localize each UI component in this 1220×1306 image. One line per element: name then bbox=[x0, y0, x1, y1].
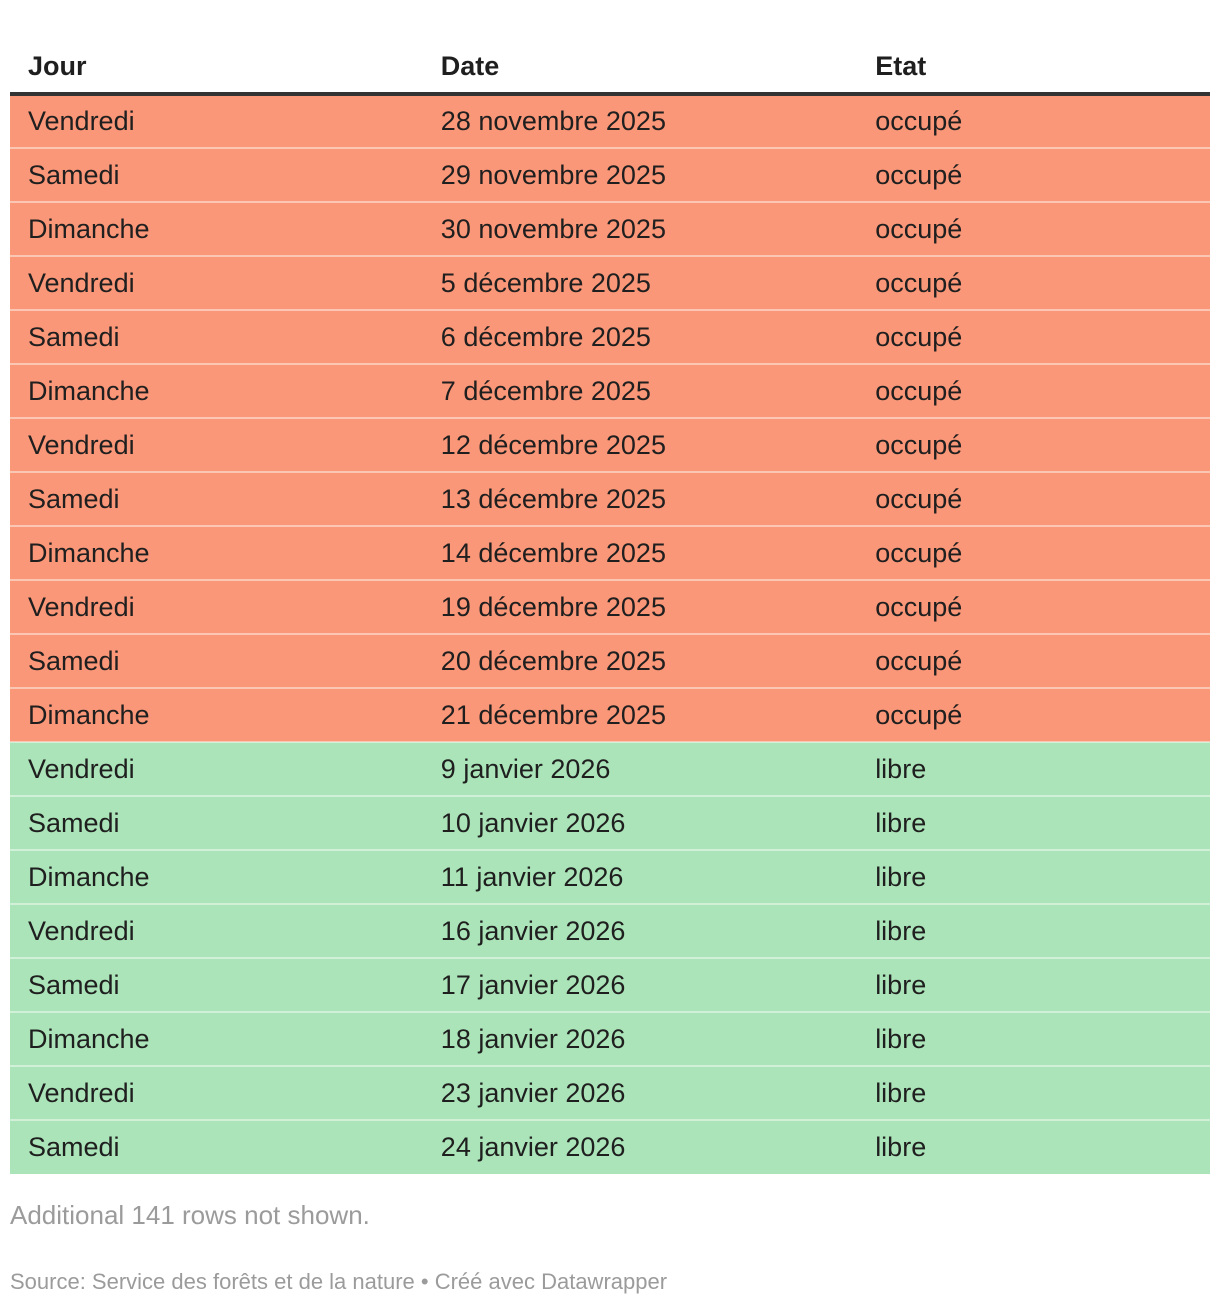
column-header-date: Date bbox=[422, 40, 858, 96]
table-row: Vendredi 23 janvier 2026 libre bbox=[10, 1065, 1210, 1120]
cell-jour: Samedi bbox=[10, 1119, 423, 1174]
table-row: Vendredi 9 janvier 2026 libre bbox=[10, 741, 1210, 796]
table-row: Dimanche 30 novembre 2025 occupé bbox=[10, 201, 1210, 256]
cell-etat: occupé bbox=[857, 147, 1210, 202]
table-row: Vendredi 19 décembre 2025 occupé bbox=[10, 579, 1210, 634]
cell-date: 18 janvier 2026 bbox=[422, 1011, 858, 1066]
source-attribution: Source: Service des forêts et de la natu… bbox=[10, 1269, 668, 1294]
table-row: Vendredi 5 décembre 2025 occupé bbox=[10, 255, 1210, 310]
cell-date: 5 décembre 2025 bbox=[422, 255, 858, 310]
table-body: Vendredi 28 novembre 2025 occupé Samedi … bbox=[10, 94, 1210, 1174]
cell-date: 16 janvier 2026 bbox=[422, 903, 858, 958]
cell-jour: Dimanche bbox=[10, 525, 423, 580]
cell-date: 21 décembre 2025 bbox=[422, 687, 858, 742]
cell-jour: Samedi bbox=[10, 309, 423, 364]
cell-jour: Vendredi bbox=[10, 741, 423, 796]
cell-etat: occupé bbox=[857, 309, 1210, 364]
cell-etat: libre bbox=[857, 795, 1210, 850]
cell-jour: Vendredi bbox=[10, 579, 423, 634]
cell-etat: occupé bbox=[857, 687, 1210, 742]
table-row: Dimanche 21 décembre 2025 occupé bbox=[10, 687, 1210, 742]
cell-etat: libre bbox=[857, 903, 1210, 958]
cell-date: 19 décembre 2025 bbox=[422, 579, 858, 634]
cell-etat: occupé bbox=[857, 201, 1210, 256]
additional-rows-note: Additional 141 rows not shown. bbox=[10, 1200, 370, 1230]
column-header-jour: Jour bbox=[10, 40, 423, 96]
cell-jour: Dimanche bbox=[10, 687, 423, 742]
cell-date: 28 novembre 2025 bbox=[422, 94, 858, 148]
cell-etat: occupé bbox=[857, 255, 1210, 310]
cell-date: 14 décembre 2025 bbox=[422, 525, 858, 580]
table-row: Samedi 10 janvier 2026 libre bbox=[10, 795, 1210, 850]
cell-jour: Samedi bbox=[10, 147, 423, 202]
cell-jour: Dimanche bbox=[10, 363, 423, 418]
table-row: Dimanche 7 décembre 2025 occupé bbox=[10, 363, 1210, 418]
cell-etat: occupé bbox=[857, 525, 1210, 580]
cell-etat: libre bbox=[857, 1011, 1210, 1066]
table-row: Samedi 24 janvier 2026 libre bbox=[10, 1119, 1210, 1174]
cell-etat: occupé bbox=[857, 94, 1210, 148]
cell-jour: Vendredi bbox=[10, 94, 423, 148]
cell-etat: libre bbox=[857, 1065, 1210, 1120]
cell-etat: libre bbox=[857, 1119, 1210, 1174]
cell-jour: Vendredi bbox=[10, 255, 423, 310]
cell-jour: Samedi bbox=[10, 957, 423, 1012]
table-row: Samedi 29 novembre 2025 occupé bbox=[10, 147, 1210, 202]
cell-jour: Samedi bbox=[10, 633, 423, 688]
cell-date: 10 janvier 2026 bbox=[422, 795, 858, 850]
cell-jour: Dimanche bbox=[10, 201, 423, 256]
cell-date: 6 décembre 2025 bbox=[422, 309, 858, 364]
cell-jour: Samedi bbox=[10, 795, 423, 850]
cell-etat: occupé bbox=[857, 633, 1210, 688]
table-row: Vendredi 16 janvier 2026 libre bbox=[10, 903, 1210, 958]
cell-jour: Dimanche bbox=[10, 849, 423, 904]
cell-jour: Vendredi bbox=[10, 903, 423, 958]
cell-date: 23 janvier 2026 bbox=[422, 1065, 858, 1120]
cell-etat: libre bbox=[857, 957, 1210, 1012]
cell-date: 30 novembre 2025 bbox=[422, 201, 858, 256]
table-row: Samedi 17 janvier 2026 libre bbox=[10, 957, 1210, 1012]
cell-date: 7 décembre 2025 bbox=[422, 363, 858, 418]
cell-etat: occupé bbox=[857, 363, 1210, 418]
table-header-row: Jour Date Etat bbox=[10, 40, 1210, 96]
table-row: Dimanche 18 janvier 2026 libre bbox=[10, 1011, 1210, 1066]
cell-jour: Vendredi bbox=[10, 1065, 423, 1120]
cell-date: 13 décembre 2025 bbox=[422, 471, 858, 526]
table-row: Samedi 6 décembre 2025 occupé bbox=[10, 309, 1210, 364]
cell-etat: libre bbox=[857, 741, 1210, 796]
cell-etat: libre bbox=[857, 849, 1210, 904]
availability-table: Jour Date Etat Vendredi 28 novembre 2025… bbox=[10, 40, 1210, 1174]
cell-etat: occupé bbox=[857, 471, 1210, 526]
column-header-etat: Etat bbox=[857, 40, 1210, 96]
table-row: Vendredi 28 novembre 2025 occupé bbox=[10, 94, 1210, 148]
table-row: Samedi 20 décembre 2025 occupé bbox=[10, 633, 1210, 688]
cell-date: 29 novembre 2025 bbox=[422, 147, 858, 202]
cell-date: 12 décembre 2025 bbox=[422, 417, 858, 472]
table-row: Vendredi 12 décembre 2025 occupé bbox=[10, 417, 1210, 472]
cell-date: 9 janvier 2026 bbox=[422, 741, 858, 796]
table-row: Dimanche 14 décembre 2025 occupé bbox=[10, 525, 1210, 580]
cell-date: 17 janvier 2026 bbox=[422, 957, 858, 1012]
cell-date: 20 décembre 2025 bbox=[422, 633, 858, 688]
table-row: Dimanche 11 janvier 2026 libre bbox=[10, 849, 1210, 904]
cell-etat: occupé bbox=[857, 417, 1210, 472]
table-row: Samedi 13 décembre 2025 occupé bbox=[10, 471, 1210, 526]
cell-date: 24 janvier 2026 bbox=[422, 1119, 858, 1174]
cell-jour: Dimanche bbox=[10, 1011, 423, 1066]
cell-etat: occupé bbox=[857, 579, 1210, 634]
table-header: Jour Date Etat bbox=[10, 40, 1210, 96]
cell-jour: Samedi bbox=[10, 471, 423, 526]
cell-date: 11 janvier 2026 bbox=[422, 849, 858, 904]
cell-jour: Vendredi bbox=[10, 417, 423, 472]
